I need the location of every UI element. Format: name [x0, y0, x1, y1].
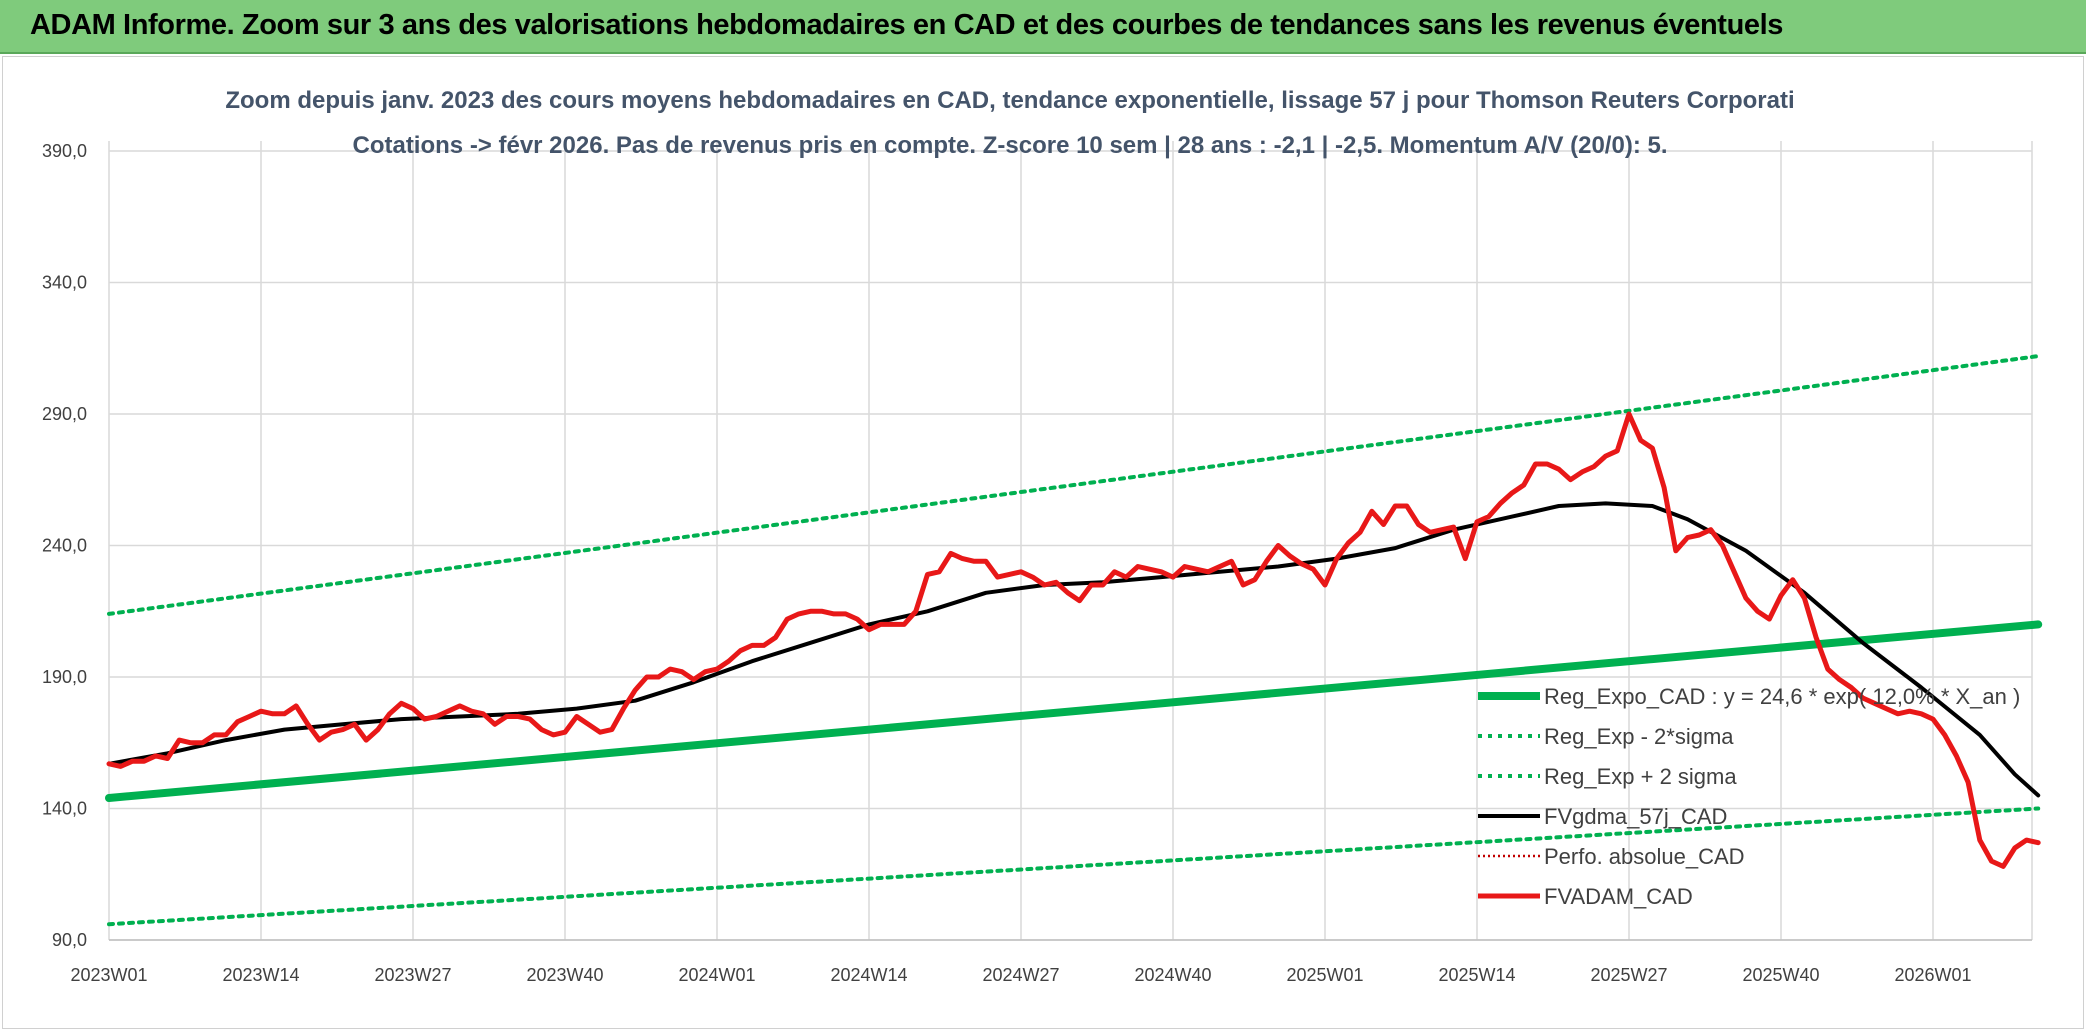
x-tick-label: 2023W27	[374, 965, 451, 985]
report-title: ADAM Informe. Zoom sur 3 ans des valoris…	[30, 9, 1783, 41]
chart-frame	[2, 56, 2084, 1029]
legend-label: FVADAM_CAD	[1544, 884, 1693, 909]
x-axis-ticks: 2023W01 2023W14 2023W27 2023W40 2024W01 2024W…	[70, 965, 1971, 985]
series-line	[105, 620, 2043, 802]
x-tick-label: 2025W01	[1286, 965, 1363, 985]
report-banner: ADAM Informe. Zoom sur 3 ans des valoris…	[0, 0, 2086, 54]
x-tick-label: 2023W40	[526, 965, 603, 985]
y-tick-label: 390,0	[42, 141, 87, 161]
series-lines	[105, 354, 2043, 927]
grid-lines	[108, 141, 2033, 941]
x-tick-label: 2025W14	[1438, 965, 1515, 985]
y-axis-ticks: 90,0 140,0 190,0 240,0 290,0 340,0 390,0	[42, 141, 87, 950]
y-tick-label: 190,0	[42, 667, 87, 687]
x-tick-label: 2024W27	[982, 965, 1059, 985]
legend-label: Reg_Expo_CAD : y = 24,6 * exp( 12,0% * X…	[1544, 684, 2020, 709]
x-tick-label: 2024W01	[678, 965, 755, 985]
x-tick-label: 2024W14	[830, 965, 907, 985]
chart-subtitle-line2: Cotations -> févr 2026. Pas de revenus p…	[352, 132, 1667, 159]
y-tick-label: 140,0	[42, 799, 87, 819]
x-tick-label: 2025W27	[1590, 965, 1667, 985]
legend-label: Reg_Exp + 2 sigma	[1544, 764, 1737, 789]
legend: Reg_Expo_CAD : y = 24,6 * exp( 12,0% * X…	[1478, 684, 2020, 909]
series-line	[107, 501, 2041, 798]
series-line	[107, 354, 2041, 616]
y-tick-label: 90,0	[52, 930, 87, 950]
series-line	[106, 411, 2041, 869]
y-tick-label: 340,0	[42, 273, 87, 293]
y-tick-label: 290,0	[42, 404, 87, 424]
chart-subtitle-line1: Zoom depuis janv. 2023 des cours moyens …	[225, 87, 1794, 114]
legend-label: Perfo. absolue_CAD	[1544, 844, 1745, 869]
legend-label: FVgdma_57j_CAD	[1544, 804, 1727, 829]
legend-label: Reg_Exp - 2*sigma	[1544, 724, 1734, 749]
x-tick-label: 2025W40	[1742, 965, 1819, 985]
x-tick-label: 2024W40	[1134, 965, 1211, 985]
series-line	[107, 806, 2041, 927]
x-tick-label: 2023W14	[222, 965, 299, 985]
x-tick-label: 2023W01	[70, 965, 147, 985]
y-tick-label: 240,0	[42, 536, 87, 556]
x-tick-label: 2026W01	[1894, 965, 1971, 985]
